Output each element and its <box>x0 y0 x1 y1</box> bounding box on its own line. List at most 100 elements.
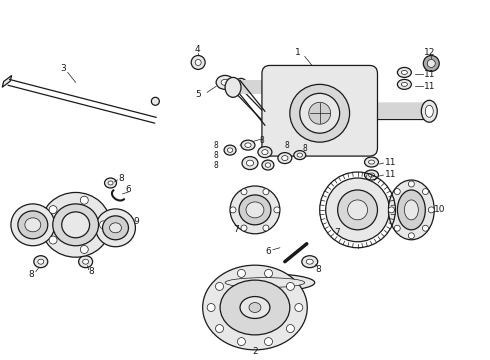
Ellipse shape <box>249 302 261 312</box>
Ellipse shape <box>397 80 412 89</box>
Circle shape <box>238 269 245 278</box>
Circle shape <box>347 200 368 220</box>
Ellipse shape <box>290 84 349 142</box>
Ellipse shape <box>230 186 280 234</box>
Ellipse shape <box>225 278 305 288</box>
Ellipse shape <box>236 78 246 86</box>
Circle shape <box>295 303 303 311</box>
Circle shape <box>207 303 215 311</box>
Ellipse shape <box>258 147 272 158</box>
Ellipse shape <box>216 75 234 89</box>
Ellipse shape <box>83 259 89 264</box>
Ellipse shape <box>389 180 434 240</box>
Circle shape <box>263 225 269 231</box>
Bar <box>365 103 429 119</box>
Ellipse shape <box>401 82 407 86</box>
Circle shape <box>287 283 294 291</box>
Ellipse shape <box>220 280 290 335</box>
Circle shape <box>49 206 57 213</box>
Circle shape <box>238 338 245 346</box>
Ellipse shape <box>241 140 255 150</box>
Ellipse shape <box>262 160 274 170</box>
Text: 7: 7 <box>233 225 239 234</box>
Circle shape <box>49 236 57 244</box>
Circle shape <box>265 338 272 346</box>
Text: 8: 8 <box>29 270 35 279</box>
Circle shape <box>422 225 428 231</box>
Ellipse shape <box>38 259 44 264</box>
Ellipse shape <box>224 145 236 155</box>
Ellipse shape <box>300 93 340 133</box>
Text: 8: 8 <box>213 161 218 170</box>
Ellipse shape <box>240 297 270 319</box>
Text: 10: 10 <box>434 206 446 215</box>
Circle shape <box>394 225 400 231</box>
Circle shape <box>195 59 201 66</box>
Text: 8: 8 <box>303 144 308 153</box>
Ellipse shape <box>282 156 288 161</box>
Ellipse shape <box>365 170 378 180</box>
Ellipse shape <box>397 190 425 230</box>
Ellipse shape <box>227 148 233 152</box>
Text: 6: 6 <box>265 247 270 256</box>
Text: 8: 8 <box>213 141 218 150</box>
Text: 6: 6 <box>125 185 131 194</box>
Ellipse shape <box>96 209 135 247</box>
Ellipse shape <box>401 71 407 75</box>
Circle shape <box>151 97 159 105</box>
Circle shape <box>287 325 294 333</box>
Ellipse shape <box>368 173 374 177</box>
Text: 8: 8 <box>285 141 290 150</box>
Text: 5: 5 <box>195 90 201 99</box>
Circle shape <box>422 189 428 194</box>
Ellipse shape <box>34 256 48 268</box>
Ellipse shape <box>397 67 412 77</box>
Ellipse shape <box>239 195 271 225</box>
Circle shape <box>428 207 434 213</box>
Text: 11: 11 <box>385 170 396 179</box>
Circle shape <box>216 325 223 333</box>
Ellipse shape <box>246 202 264 218</box>
Ellipse shape <box>421 100 437 122</box>
Ellipse shape <box>78 256 93 268</box>
Circle shape <box>408 233 415 239</box>
Ellipse shape <box>110 223 122 233</box>
Ellipse shape <box>25 218 41 232</box>
Ellipse shape <box>425 105 433 117</box>
Ellipse shape <box>294 150 306 159</box>
Ellipse shape <box>62 212 90 238</box>
Ellipse shape <box>242 157 258 170</box>
Text: 4: 4 <box>194 45 200 54</box>
Ellipse shape <box>306 259 313 264</box>
Text: 7: 7 <box>334 228 340 237</box>
FancyBboxPatch shape <box>262 66 377 156</box>
Circle shape <box>99 221 107 229</box>
Circle shape <box>389 207 394 213</box>
Text: 8: 8 <box>213 150 218 159</box>
Bar <box>240 80 265 94</box>
Polygon shape <box>2 76 12 87</box>
Circle shape <box>265 269 272 278</box>
Circle shape <box>80 246 88 253</box>
Text: 2: 2 <box>252 347 258 356</box>
Ellipse shape <box>246 160 253 166</box>
Circle shape <box>216 283 223 291</box>
Ellipse shape <box>215 274 315 292</box>
Circle shape <box>241 189 247 195</box>
Text: 8: 8 <box>89 267 95 276</box>
Ellipse shape <box>297 153 302 157</box>
Ellipse shape <box>104 178 117 188</box>
Circle shape <box>230 207 236 213</box>
Circle shape <box>274 207 280 213</box>
Circle shape <box>427 59 435 67</box>
Text: 9: 9 <box>133 217 139 226</box>
Ellipse shape <box>108 181 113 185</box>
Circle shape <box>423 55 439 71</box>
Ellipse shape <box>245 143 251 147</box>
Ellipse shape <box>11 204 55 246</box>
Ellipse shape <box>365 157 378 167</box>
Text: 3: 3 <box>61 64 67 73</box>
Ellipse shape <box>225 77 241 97</box>
Text: 11: 11 <box>385 158 396 167</box>
Text: 8: 8 <box>260 136 265 145</box>
